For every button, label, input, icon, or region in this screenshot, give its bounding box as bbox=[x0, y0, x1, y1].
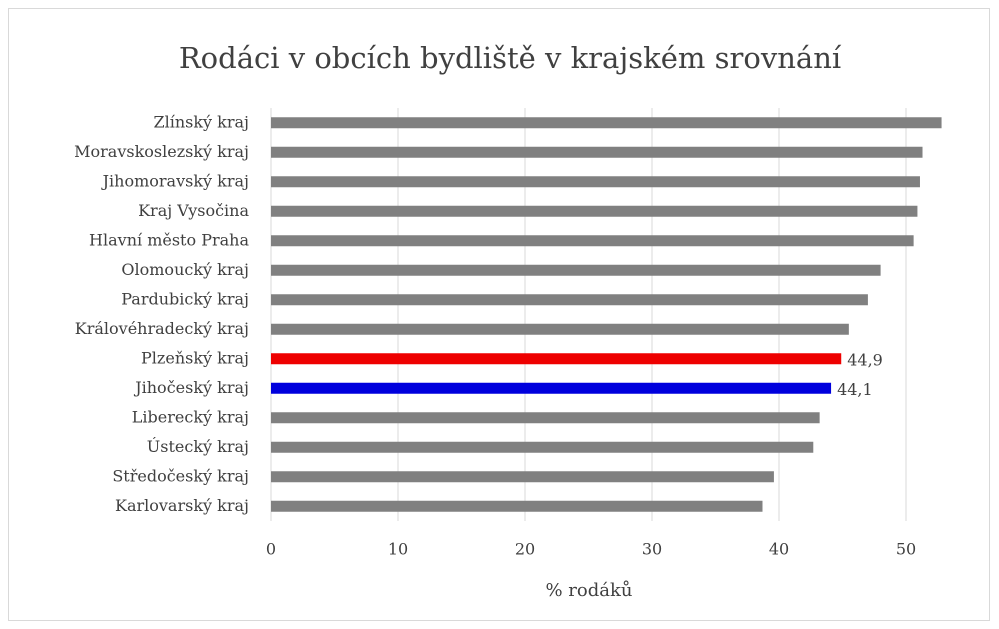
x-tick-label: 0 bbox=[266, 540, 276, 559]
bar bbox=[271, 176, 920, 188]
bar bbox=[271, 117, 942, 129]
x-axis-title: % rodáků bbox=[545, 579, 632, 601]
x-tick-label: 40 bbox=[769, 540, 789, 559]
y-tick-label: Jihočeský kraj bbox=[133, 378, 249, 397]
bar bbox=[271, 323, 849, 335]
bar bbox=[271, 471, 774, 483]
chart-frame bbox=[8, 8, 990, 621]
bar bbox=[271, 412, 820, 424]
bar bbox=[271, 205, 918, 217]
y-tick-label: Jihomoravský kraj bbox=[101, 171, 249, 190]
data-label: 44,9 bbox=[847, 350, 883, 369]
bar bbox=[271, 294, 868, 306]
data-label: 44,1 bbox=[837, 380, 873, 399]
bar bbox=[271, 382, 832, 394]
y-tick-label: Hlavní město Praha bbox=[89, 230, 249, 249]
bar bbox=[271, 353, 842, 365]
bar bbox=[271, 500, 763, 512]
chart-title: Rodáci v obcích bydliště v krajském srov… bbox=[179, 41, 842, 75]
y-tick-label: Středočeský kraj bbox=[112, 466, 249, 485]
bar bbox=[271, 264, 881, 276]
y-tick-label: Olomoucký kraj bbox=[121, 260, 249, 279]
y-tick-label: Královéhradecký kraj bbox=[75, 319, 249, 338]
y-tick-label: Pardubický kraj bbox=[121, 289, 249, 308]
y-tick-label: Moravskoslezský kraj bbox=[74, 142, 249, 161]
bar bbox=[271, 441, 814, 453]
y-tick-label: Karlovarský kraj bbox=[115, 496, 249, 515]
bar bbox=[271, 235, 914, 247]
x-tick-label: 20 bbox=[515, 540, 535, 559]
y-tick-label: Liberecký kraj bbox=[132, 407, 249, 426]
x-tick-label: 10 bbox=[388, 540, 408, 559]
y-tick-label: Plzeňský kraj bbox=[141, 348, 249, 367]
x-tick-label: 30 bbox=[642, 540, 662, 559]
y-tick-label: Ústecký kraj bbox=[147, 436, 249, 456]
bar bbox=[271, 146, 923, 158]
x-tick-label: 50 bbox=[896, 540, 916, 559]
y-tick-label: Zlínský kraj bbox=[153, 112, 249, 131]
y-tick-label: Kraj Vysočina bbox=[138, 201, 249, 220]
